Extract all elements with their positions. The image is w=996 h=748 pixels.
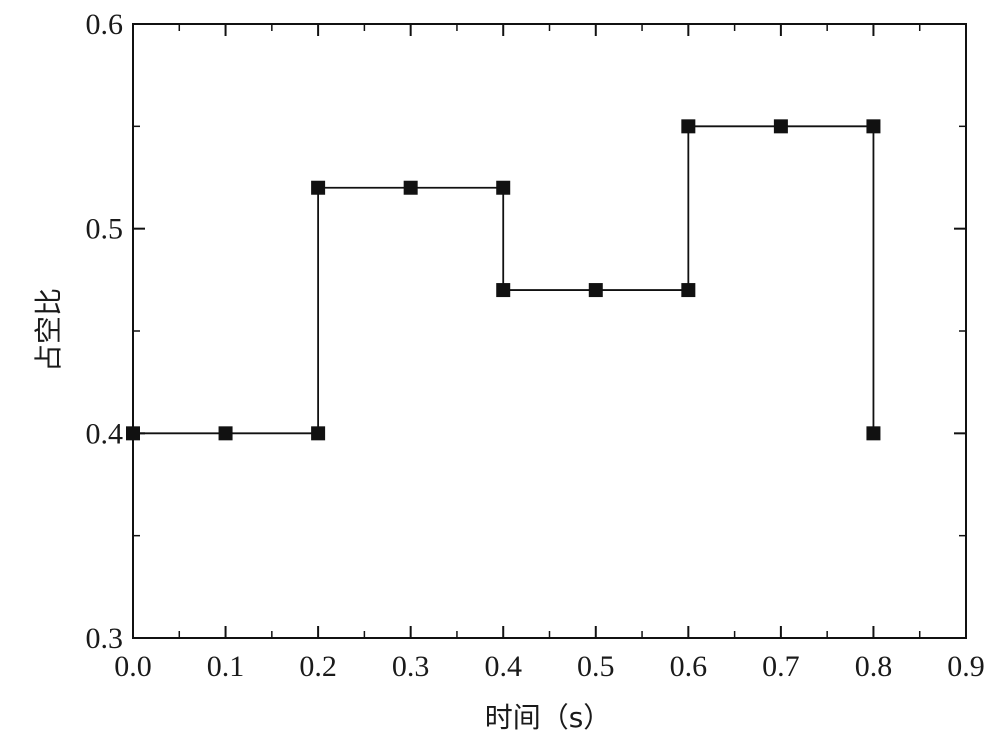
data-point-marker xyxy=(866,119,881,134)
x-tick-label: 0.9 xyxy=(947,650,985,683)
data-point-marker xyxy=(311,426,326,441)
data-point-marker xyxy=(218,426,233,441)
y-tick-label: 0.4 xyxy=(86,417,124,450)
x-tick-label: 0.3 xyxy=(392,650,430,683)
x-axis-title: 时间（s） xyxy=(485,701,612,734)
x-tick-label: 0.4 xyxy=(484,650,522,683)
data-point-marker xyxy=(126,426,140,441)
data-point-marker xyxy=(773,119,788,134)
data-point-marker xyxy=(403,180,418,195)
series-line xyxy=(133,125,875,435)
x-tick-label: 0.6 xyxy=(670,650,708,683)
x-tick-label: 0.0 xyxy=(114,650,152,683)
data-point-marker xyxy=(588,283,603,298)
x-tick-label: 0.7 xyxy=(762,650,800,683)
plot-frame xyxy=(132,23,967,639)
y-tick-label: 0.6 xyxy=(86,8,124,41)
y-tick-label: 0.5 xyxy=(86,213,124,246)
data-point-marker xyxy=(681,119,696,134)
data-point-marker xyxy=(866,426,881,441)
y-tick-label: 0.3 xyxy=(86,622,124,655)
axes xyxy=(132,23,967,639)
data-point-marker xyxy=(496,283,511,298)
tick-labels: 0.0 0.1 0.2 0.3 0.4 0.5 0.6 0.7 0.8 0.9 0.3 0.4 0.5 0… xyxy=(86,8,985,683)
data-point-marker xyxy=(681,283,696,298)
data-point-marker xyxy=(496,180,511,195)
x-tick-label: 0.8 xyxy=(855,650,893,683)
series xyxy=(126,119,881,441)
y-axis-title: 占空比 xyxy=(32,288,65,372)
ticks xyxy=(132,23,967,639)
data-point-marker xyxy=(311,180,326,195)
x-tick-label: 0.1 xyxy=(207,650,245,683)
x-tick-label: 0.5 xyxy=(577,650,615,683)
x-tick-label: 0.2 xyxy=(299,650,337,683)
